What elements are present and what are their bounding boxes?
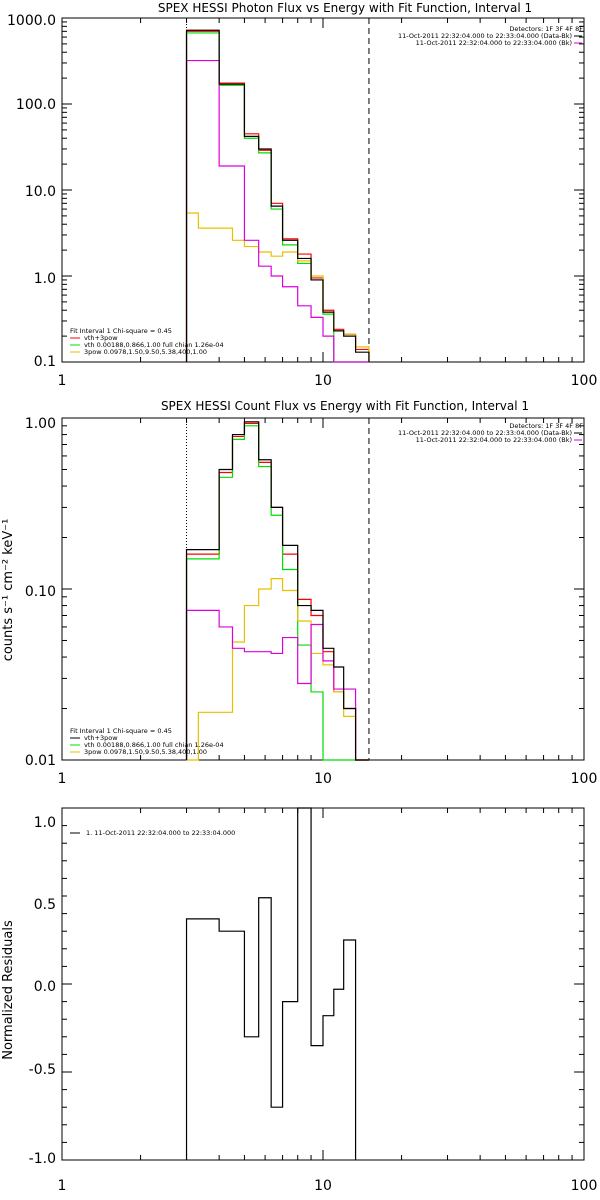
panel1-xtick-10: 10 [314,373,332,389]
panel2-legend-vth: vth 0.00188,0.866,1.00 full chian 1.26e-… [84,741,224,749]
panel2-ytick-0.01: 0.01 [25,753,56,769]
series-3pow-line [186,578,369,761]
panel1-legend-3pow: 3pow 0.0978,1.50,9.50,5.38,400,1.00 [84,348,207,356]
series-bk-line [185,609,369,761]
panel2-xtick-10: 10 [314,771,332,787]
panel3-ytick-0.0: 0.0 [34,979,56,995]
panel1-ytick-1: 1.0 [34,271,56,287]
panel1-ytick-1000: 1000.0 [7,13,56,29]
panel3-ytick-0.5: 0.5 [34,897,56,913]
panel3-ytick--1.0: -1.0 [29,1151,56,1167]
panel2-data-lines [185,418,370,761]
count-flux-panel: SPEX HESSI Count Flux vs Energy with Fit… [1,399,597,787]
panel3-axis-ticks [61,807,585,1161]
panel1-ytick-0.1: 0.1 [34,354,56,370]
series-vth-line [185,32,369,363]
panel3-ylabel: Normalized Residuals [1,920,16,1060]
series-total-line [185,807,357,1160]
panel1-legend-title: Fit Interval 1 Chi-square = 0.45 [70,327,172,335]
panel1-axis-ticks [61,17,585,363]
panel2-ytick-0.10: 0.10 [25,584,56,600]
panel1-legend-model: vth+3pow [84,334,118,342]
series-model-line [185,422,369,761]
panel2-title: SPEX HESSI Count Flux vs Energy with Fit… [161,399,529,413]
panel1-bk-label: 11-Oct-2011 22:32:04.000 to 22:33:04.000… [416,39,572,47]
series-vth-line [185,425,369,761]
panel3-data-lines [185,807,357,1160]
panel1-xtick-1: 1 [58,373,67,389]
panel2-ylabel: counts s⁻¹ cm⁻² keV⁻¹ [1,519,16,662]
panel1-title: SPEX HESSI Photon Flux vs Energy with Fi… [158,1,532,15]
panel2-legend-3pow: 3pow 0.0978,1.50,9.50,5.38,400,1.00 [84,748,207,756]
panel3-ytick--0.5: -0.5 [29,1062,56,1078]
panel2-xtick-100: 100 [571,771,598,787]
series-model-line [185,30,370,362]
series-total-line [185,421,369,761]
panel1-detectors-label: Detectors: 1F 3F 4F 8F [509,25,583,33]
panel2-ytick-1.00: 1.00 [25,416,56,432]
panel3-xtick-1: 1 [58,1178,67,1194]
series-3pow-line [185,212,370,362]
panel3-xtick-10: 10 [314,1178,332,1194]
panel2-time-label: 11-Oct-2011 22:32:04.000 to 22:33:04.000… [398,429,572,437]
residuals-panel: Normalized Residuals 1.0 0.5 0.0 -0.5 -1… [1,807,598,1194]
series-total-line [185,29,370,362]
panel1-data-lines [185,18,370,363]
panel2-xtick-1: 1 [58,771,67,787]
panel2-legend-model: vth+3pow [84,734,118,742]
panel3-ytick-1.0: 1.0 [34,815,56,831]
panel2-bk-label: 11-Oct-2011 22:32:04.000 to 22:33:04.000… [416,436,572,444]
panel2-legend-title: Fit Interval 1 Chi-square = 0.45 [70,727,172,735]
panel1-ytick-100: 100.0 [16,97,56,113]
panel1-legend-vth: vth 0.00188,0.866,1.00 full chian 1.26e-… [84,341,224,349]
panel1-ytick-10: 10.0 [25,184,56,200]
panel2-detectors-label: Detectors: 1F 3F 4F 8F [509,422,583,430]
photon-flux-panel: SPEX HESSI Photon Flux vs Energy with Fi… [7,1,597,389]
panel3-plot-frame [61,807,585,1161]
series-bk-line [185,59,369,363]
panel1-time-label: 11-Oct-2011 22:32:04.000 to 22:33:04.000… [398,32,572,40]
panel3-legend-entry: 1. 11-Oct-2011 22:32:04.000 to 22:33:04.… [86,829,235,837]
panel1-xtick-100: 100 [571,373,598,389]
panel3-xtick-100: 100 [571,1178,598,1194]
